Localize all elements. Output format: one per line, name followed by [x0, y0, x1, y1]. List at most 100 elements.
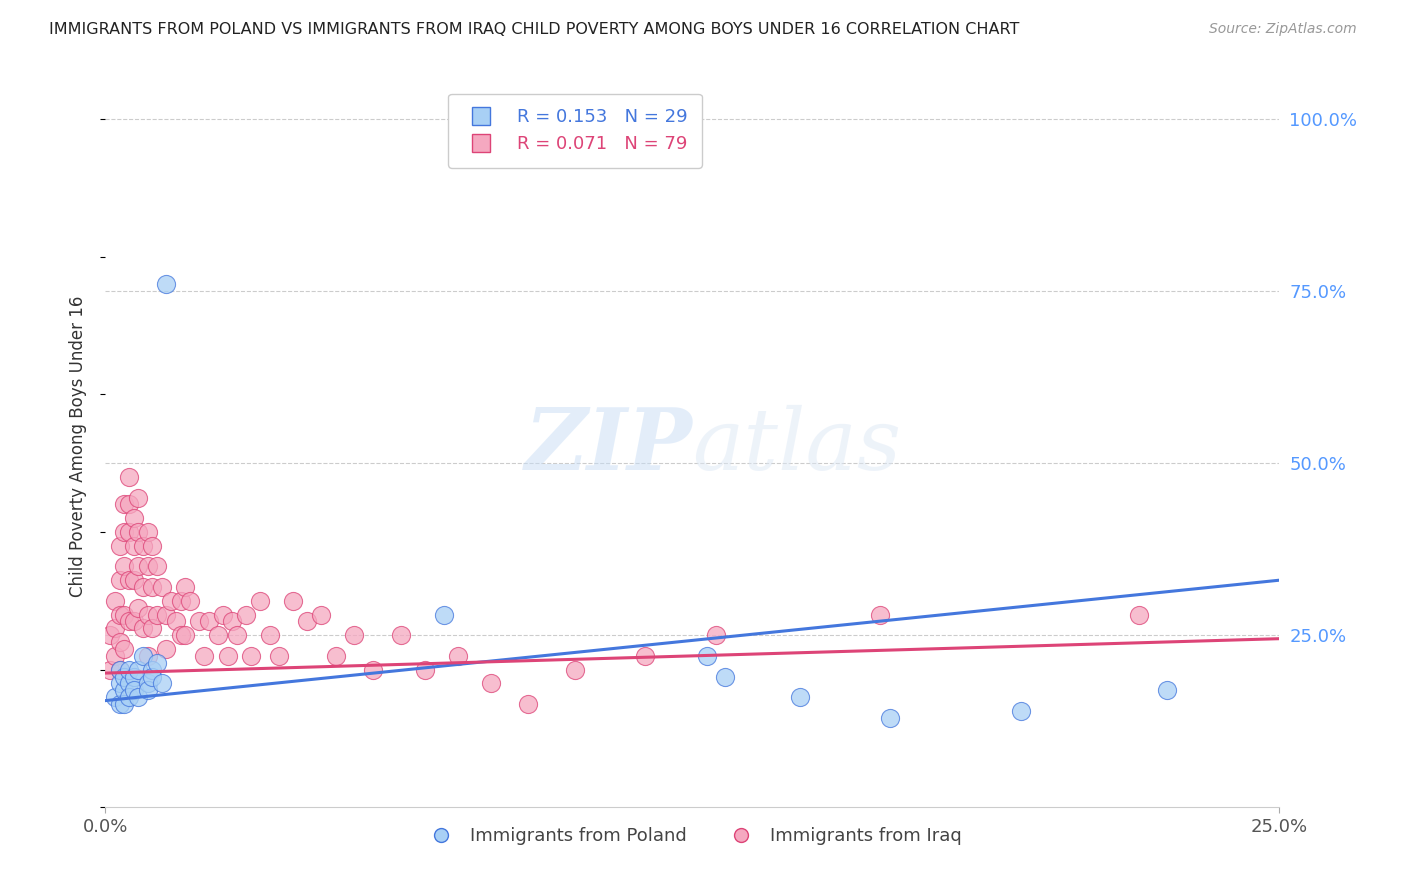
- Point: [118, 573, 141, 587]
- Text: atlas: atlas: [693, 405, 901, 487]
- Point: [174, 628, 197, 642]
- Point: [696, 648, 718, 663]
- Point: [104, 621, 127, 635]
- Point: [122, 573, 145, 587]
- Point: [127, 690, 149, 705]
- Point: [283, 594, 305, 608]
- Point: [132, 539, 155, 553]
- Point: [564, 663, 586, 677]
- Point: [217, 648, 239, 663]
- Point: [169, 628, 191, 642]
- Point: [197, 615, 219, 629]
- Point: [879, 711, 901, 725]
- Point: [136, 648, 159, 663]
- Point: [112, 697, 135, 711]
- Point: [118, 498, 141, 512]
- Point: [174, 580, 197, 594]
- Point: [122, 669, 145, 683]
- Point: [179, 594, 201, 608]
- Point: [221, 615, 243, 629]
- Point: [118, 470, 141, 484]
- Point: [141, 663, 163, 677]
- Point: [155, 277, 177, 292]
- Point: [112, 559, 135, 574]
- Point: [132, 621, 155, 635]
- Point: [141, 539, 163, 553]
- Point: [108, 539, 131, 553]
- Point: [108, 697, 131, 711]
- Point: [112, 642, 135, 657]
- Point: [361, 663, 384, 677]
- Point: [108, 573, 131, 587]
- Point: [136, 524, 159, 539]
- Point: [1010, 704, 1032, 718]
- Point: [325, 648, 347, 663]
- Point: [235, 607, 257, 622]
- Point: [240, 648, 263, 663]
- Point: [104, 690, 127, 705]
- Point: [413, 663, 436, 677]
- Point: [150, 580, 173, 594]
- Point: [259, 628, 281, 642]
- Point: [226, 628, 249, 642]
- Point: [112, 683, 135, 698]
- Point: [432, 607, 454, 622]
- Point: [118, 676, 141, 690]
- Point: [269, 648, 291, 663]
- Point: [136, 683, 159, 698]
- Point: [343, 628, 366, 642]
- Point: [297, 615, 319, 629]
- Point: [98, 663, 121, 677]
- Point: [389, 628, 412, 642]
- Point: [146, 607, 169, 622]
- Point: [127, 559, 149, 574]
- Point: [155, 607, 177, 622]
- Point: [112, 607, 135, 622]
- Point: [104, 594, 127, 608]
- Point: [714, 669, 737, 683]
- Point: [169, 594, 191, 608]
- Point: [155, 642, 177, 657]
- Point: [98, 628, 121, 642]
- Point: [704, 628, 727, 642]
- Point: [150, 676, 173, 690]
- Point: [1156, 683, 1178, 698]
- Point: [789, 690, 811, 705]
- Point: [127, 524, 149, 539]
- Legend: Immigrants from Poland, Immigrants from Iraq: Immigrants from Poland, Immigrants from …: [416, 820, 969, 853]
- Point: [249, 594, 271, 608]
- Point: [160, 594, 183, 608]
- Point: [127, 663, 149, 677]
- Point: [132, 580, 155, 594]
- Point: [136, 607, 159, 622]
- Text: ZIP: ZIP: [524, 404, 693, 488]
- Point: [165, 615, 187, 629]
- Point: [108, 663, 131, 677]
- Point: [112, 669, 135, 683]
- Point: [112, 498, 135, 512]
- Point: [146, 559, 169, 574]
- Point: [112, 524, 135, 539]
- Point: [141, 580, 163, 594]
- Point: [136, 559, 159, 574]
- Point: [104, 648, 127, 663]
- Point: [207, 628, 229, 642]
- Point: [122, 511, 145, 525]
- Point: [127, 491, 149, 505]
- Point: [108, 635, 131, 649]
- Point: [132, 648, 155, 663]
- Point: [122, 683, 145, 698]
- Point: [146, 656, 169, 670]
- Y-axis label: Child Poverty Among Boys Under 16: Child Poverty Among Boys Under 16: [69, 295, 87, 597]
- Point: [122, 615, 145, 629]
- Point: [211, 607, 233, 622]
- Point: [311, 607, 333, 622]
- Point: [479, 676, 502, 690]
- Point: [118, 615, 141, 629]
- Point: [634, 648, 657, 663]
- Point: [193, 648, 215, 663]
- Point: [108, 607, 131, 622]
- Point: [517, 697, 540, 711]
- Point: [136, 676, 159, 690]
- Point: [127, 600, 149, 615]
